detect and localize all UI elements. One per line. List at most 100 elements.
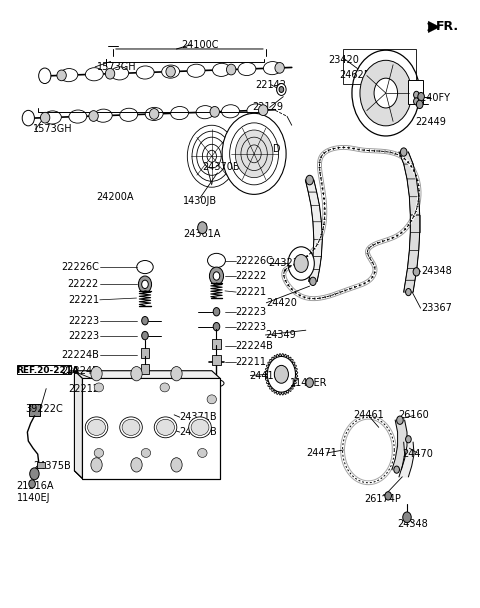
- Text: 24349: 24349: [265, 330, 296, 340]
- Ellipse shape: [122, 420, 140, 435]
- Ellipse shape: [187, 64, 205, 77]
- Ellipse shape: [198, 449, 207, 457]
- Circle shape: [30, 468, 39, 480]
- Circle shape: [360, 60, 412, 126]
- Circle shape: [413, 268, 420, 276]
- Text: 22223: 22223: [68, 316, 99, 326]
- Text: 22449: 22449: [415, 117, 446, 127]
- Ellipse shape: [191, 420, 209, 435]
- Circle shape: [276, 83, 285, 94]
- Polygon shape: [409, 232, 420, 250]
- Text: 24100C: 24100C: [181, 40, 219, 50]
- Bar: [16, 365, 71, 375]
- Circle shape: [91, 367, 102, 381]
- Circle shape: [267, 356, 296, 392]
- Circle shape: [207, 150, 216, 162]
- Ellipse shape: [85, 67, 103, 81]
- Circle shape: [131, 458, 142, 472]
- Circle shape: [352, 50, 420, 136]
- Ellipse shape: [94, 449, 104, 457]
- Bar: [408, 80, 423, 104]
- Circle shape: [171, 367, 182, 381]
- Text: 22224B: 22224B: [61, 366, 99, 376]
- Circle shape: [418, 92, 424, 101]
- Text: FR.: FR.: [435, 21, 458, 33]
- Text: 24410B: 24410B: [250, 370, 287, 381]
- Text: 26174P: 26174P: [364, 494, 401, 505]
- Text: 1140ER: 1140ER: [289, 378, 327, 388]
- Text: 24321: 24321: [268, 258, 299, 269]
- Ellipse shape: [207, 254, 226, 268]
- Circle shape: [192, 131, 231, 181]
- Ellipse shape: [120, 417, 142, 438]
- Bar: [212, 339, 221, 349]
- Polygon shape: [410, 215, 420, 232]
- Circle shape: [403, 512, 411, 523]
- Circle shape: [416, 100, 423, 109]
- Text: 24371B: 24371B: [179, 412, 216, 422]
- Ellipse shape: [264, 61, 281, 75]
- Circle shape: [213, 308, 220, 316]
- Ellipse shape: [275, 63, 284, 73]
- Text: 1573GH: 1573GH: [96, 62, 136, 72]
- Circle shape: [288, 247, 314, 280]
- Circle shape: [394, 466, 399, 473]
- Text: 22142: 22142: [255, 80, 286, 90]
- Circle shape: [294, 255, 308, 272]
- Circle shape: [235, 130, 273, 178]
- Text: 24370B: 24370B: [203, 162, 240, 172]
- Ellipse shape: [120, 108, 138, 122]
- Text: 26160: 26160: [399, 410, 430, 420]
- Text: 22221: 22221: [68, 295, 99, 305]
- Polygon shape: [399, 152, 413, 164]
- Ellipse shape: [258, 105, 268, 116]
- Text: 24372B: 24372B: [179, 427, 216, 437]
- Circle shape: [91, 458, 102, 472]
- Circle shape: [406, 289, 411, 295]
- Ellipse shape: [162, 65, 180, 78]
- Text: 24471: 24471: [306, 448, 337, 458]
- Bar: [37, 462, 45, 468]
- Circle shape: [197, 137, 227, 175]
- Circle shape: [187, 125, 236, 187]
- Circle shape: [171, 458, 182, 472]
- Text: 24420: 24420: [266, 298, 297, 308]
- Text: 22129: 22129: [253, 102, 284, 112]
- Circle shape: [275, 365, 288, 383]
- Ellipse shape: [94, 383, 104, 392]
- Polygon shape: [305, 180, 317, 192]
- Circle shape: [306, 378, 313, 387]
- Circle shape: [39, 68, 51, 83]
- Ellipse shape: [238, 63, 256, 75]
- Circle shape: [222, 113, 286, 195]
- Polygon shape: [311, 206, 322, 222]
- Ellipse shape: [89, 111, 98, 122]
- Circle shape: [385, 492, 392, 500]
- Circle shape: [142, 317, 148, 325]
- Text: 24375B: 24375B: [33, 461, 71, 471]
- Text: 24350D: 24350D: [242, 144, 281, 154]
- Polygon shape: [404, 164, 416, 179]
- Circle shape: [414, 91, 419, 98]
- Ellipse shape: [141, 449, 151, 457]
- Ellipse shape: [57, 70, 66, 81]
- Ellipse shape: [44, 111, 61, 124]
- Ellipse shape: [69, 110, 87, 123]
- Circle shape: [142, 331, 148, 340]
- Text: 22223: 22223: [235, 322, 266, 331]
- Ellipse shape: [154, 417, 177, 438]
- Ellipse shape: [209, 379, 224, 387]
- Ellipse shape: [40, 112, 50, 123]
- Text: 22223: 22223: [68, 331, 99, 340]
- Polygon shape: [399, 442, 414, 477]
- Text: 22212: 22212: [68, 384, 99, 393]
- Ellipse shape: [171, 106, 189, 120]
- Polygon shape: [313, 240, 323, 257]
- Polygon shape: [74, 371, 220, 378]
- Ellipse shape: [137, 260, 153, 274]
- Text: 23420: 23420: [328, 55, 359, 64]
- Text: 21516A: 21516A: [16, 481, 54, 491]
- Text: 24361A: 24361A: [184, 229, 221, 240]
- Circle shape: [142, 280, 148, 289]
- Circle shape: [229, 123, 278, 185]
